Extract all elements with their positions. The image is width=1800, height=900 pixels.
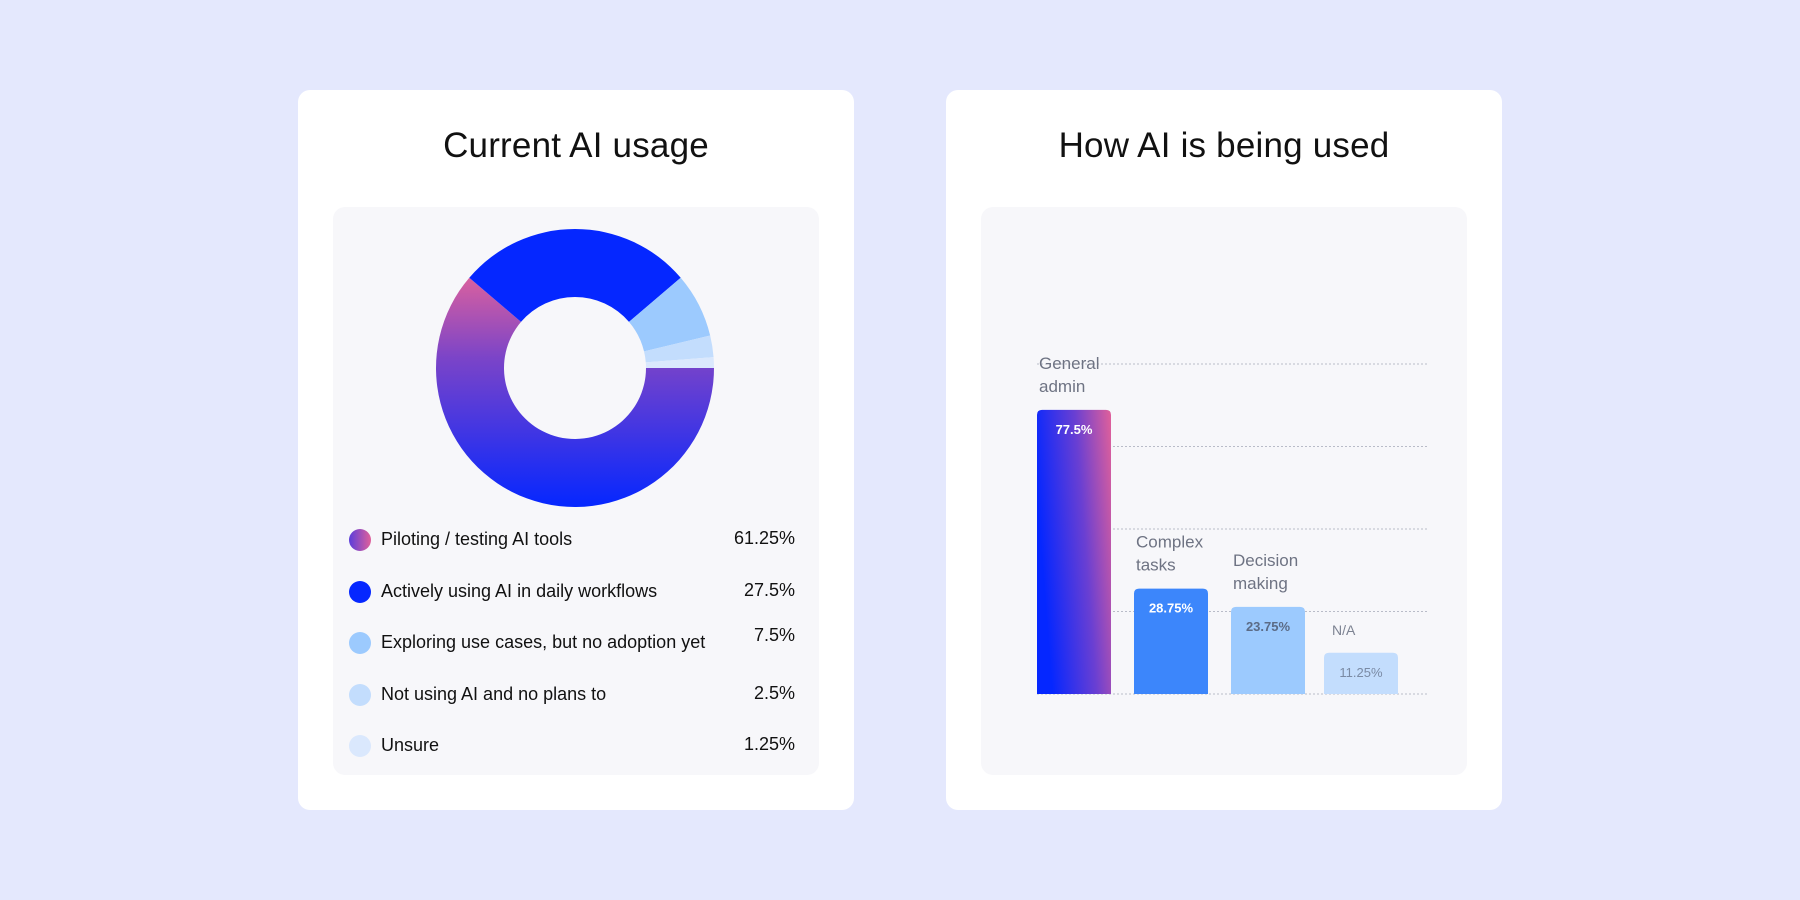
legend-value: 27.5% <box>743 580 795 600</box>
uses-card: How AI is being used 77.5% General admin 28… <box>946 90 1502 810</box>
legend-value: 7.5% <box>753 625 795 645</box>
bar-category-label: Complex <box>1136 533 1204 552</box>
uses-chart-panel: 77.5% General admin 28.75% Complex tasks 23.75… <box>981 207 1467 775</box>
bar-value-label: 23.75% <box>1246 619 1291 634</box>
legend-swatch <box>349 735 371 757</box>
bar-value-label: 28.75% <box>1149 601 1194 616</box>
bar-value-label: 11.25% <box>1339 665 1383 680</box>
bar-category-label: admin <box>1039 377 1085 396</box>
legend-label: Piloting / testing AI tools <box>381 529 573 549</box>
bar-decision-making <box>1231 606 1305 694</box>
bar-general-admin <box>1037 409 1111 694</box>
uses-card-title: How AI is being used <box>1058 126 1390 165</box>
legend-value: 2.5% <box>753 683 795 703</box>
donut-slice-not-using-ai-and-no-plans-to <box>644 335 714 363</box>
donut-slice-unsure <box>645 357 714 368</box>
legend-label: Unsure <box>381 735 440 755</box>
legend-item-unsure: Unsure 1.25% <box>349 731 795 761</box>
legend-label: Exploring use cases, but no adoption yet <box>381 632 706 652</box>
donut-slice-actively-using-ai-in-daily-workflows <box>469 228 681 322</box>
legend-swatch <box>349 632 371 654</box>
legend-value: 1.25% <box>743 734 795 754</box>
bar-category-label: making <box>1233 574 1288 593</box>
legend-item-not-using-ai-and-no-plans-to: Not using AI and no plans to 2.5% <box>349 680 795 710</box>
legend-item-piloting-testing-ai-tools: Piloting / testing AI tools 61.25% <box>349 525 795 555</box>
legend-swatch <box>349 581 371 603</box>
bar-category-label: General <box>1039 354 1099 373</box>
bar-category-label: Decision <box>1233 551 1298 570</box>
donut-chart <box>436 228 714 507</box>
bar-value-label: 77.5% <box>1056 422 1093 437</box>
usage-card: Current AI usage Piloting / testing AI t… <box>298 90 854 810</box>
donut-slice-piloting-testing-ai-tools <box>436 277 714 507</box>
legend-item-actively-using-ai-in-daily-workflows: Actively using AI in daily workflows 27.5… <box>349 577 795 607</box>
legend-label: Actively using AI in daily workflows <box>381 581 658 601</box>
legend-swatch <box>349 684 371 706</box>
usage-card-title: Current AI usage <box>443 126 709 165</box>
bar-n-a <box>1324 652 1398 694</box>
legend-swatch <box>349 529 371 551</box>
bar-category-label: N/A <box>1332 622 1356 638</box>
legend-item-exploring-use-cases-but-no-adoption-yet: Exploring use cases, but no adoption yet… <box>349 625 795 658</box>
usage-chart-panel: Piloting / testing AI tools 61.25% Activel… <box>333 207 819 775</box>
legend-label: Not using AI and no plans to <box>381 684 607 704</box>
donut-slice-exploring-use-cases-but-no-adoption-yet <box>628 277 711 352</box>
bar-chart: 77.5% General admin 28.75% Complex tasks 23.75… <box>1037 354 1427 695</box>
bar-category-label: tasks <box>1136 556 1176 575</box>
legend-value: 61.25% <box>733 528 795 548</box>
bar-complex-tasks <box>1134 588 1208 694</box>
